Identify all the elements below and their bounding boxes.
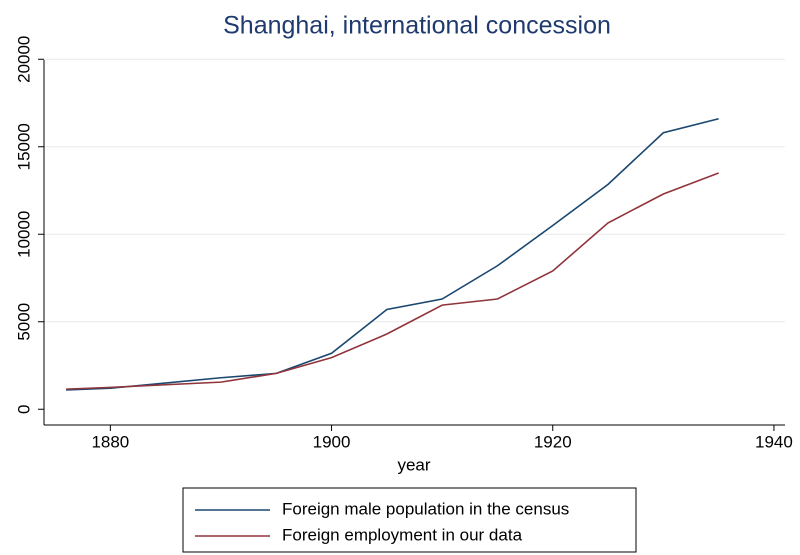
x-tick-label: 1880 [91,432,129,451]
y-tick-label: 15000 [14,123,33,170]
legend-label: Foreign male population in the census [282,499,569,518]
x-axis-label: year [397,455,430,474]
chart-title: Shanghai, international concession [223,12,611,40]
x-tick-label: 1940 [755,432,793,451]
y-tick-label: 0 [14,405,33,414]
y-tick-label: 20000 [14,36,33,83]
legend-box [182,487,637,553]
legend-label: Foreign employment in our data [282,525,523,544]
y-tick-label: 5000 [14,303,33,341]
x-tick-label: 1920 [534,432,572,451]
series-line [66,117,719,391]
x-tick-label: 1900 [313,432,351,451]
series-line [66,172,719,390]
y-tick-label: 10000 [14,211,33,258]
